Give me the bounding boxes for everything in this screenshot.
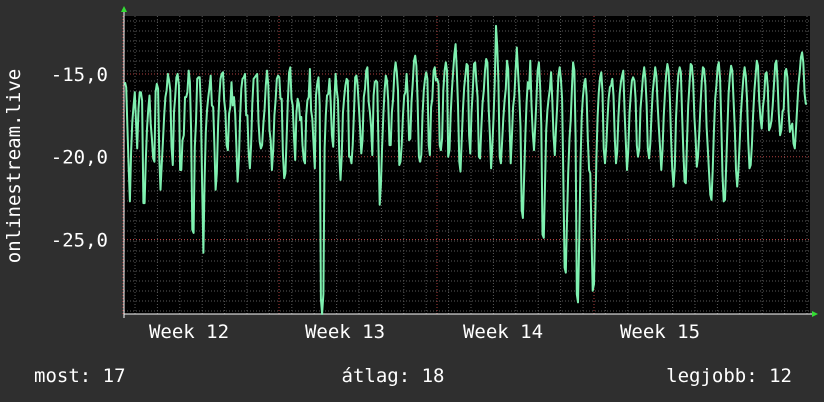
y-tick-labels: -15,0 -20,0 -25,0 (51, 64, 108, 252)
y-axis-arrow-icon (121, 6, 127, 12)
y-axis-label: onlinestream.live (3, 69, 25, 263)
stat-text: most: 17 (34, 365, 126, 387)
x-tick-labels: Week 12 Week 13 Week 14 Week 15 (149, 321, 700, 343)
series-layer (124, 24, 807, 315)
stat-text: legjobb: 12 (666, 365, 792, 387)
y-tick-label: -25,0 (51, 230, 108, 252)
stat-text: átlag: 18 (342, 365, 445, 387)
y-tick-label: -15,0 (51, 64, 108, 86)
grid-minor (124, 16, 810, 314)
y-tick-label: -20,0 (51, 147, 108, 169)
axes (121, 6, 818, 318)
x-tick-label: Week 15 (620, 321, 700, 343)
stats-row: most: 17 átlag: 18 legjobb: 12 (34, 365, 792, 387)
x-tick-label: Week 14 (463, 321, 543, 343)
series-line (124, 24, 807, 315)
x-axis-arrow-icon (812, 311, 818, 317)
x-tick-label: Week 12 (149, 321, 229, 343)
x-tick-label: Week 13 (305, 321, 385, 343)
